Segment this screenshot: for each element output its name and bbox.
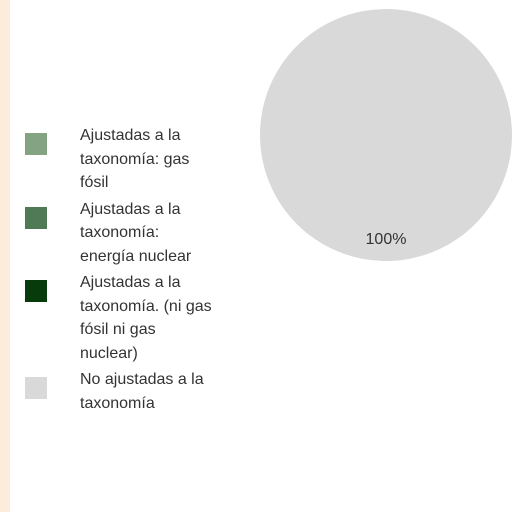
legend-swatch — [25, 377, 47, 399]
legend-label: Ajustadas a la taxonomía. (ni gas fósil … — [80, 274, 212, 362]
side-strip — [0, 0, 10, 512]
legend-item: Ajustadas a la taxonomía. (ni gas fósil … — [25, 271, 225, 365]
legend-item: No ajustadas a la taxonomía — [25, 368, 225, 415]
legend-label: Ajustadas a la taxonomía: energía nuclea… — [80, 200, 192, 265]
legend-label: No ajustadas a la taxonomía — [80, 371, 204, 412]
legend-swatch — [25, 133, 47, 155]
legend-swatch — [25, 206, 47, 229]
legend-item: Ajustadas a la taxonomía: energía nuclea… — [25, 198, 225, 269]
legend: Ajustadas a la taxonomía: gas fósil Ajust… — [25, 124, 225, 418]
data-label: 100% — [366, 231, 407, 248]
pie-slice — [260, 9, 512, 261]
legend-item: Ajustadas a la taxonomía: gas fósil — [25, 124, 225, 195]
legend-label: Ajustadas a la taxonomía: gas fósil — [80, 127, 190, 191]
legend-swatch — [25, 280, 47, 302]
